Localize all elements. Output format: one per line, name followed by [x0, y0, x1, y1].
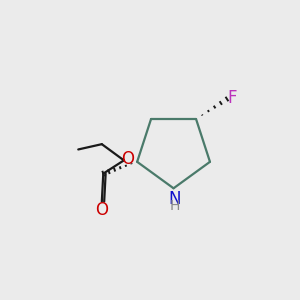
Text: F: F — [227, 88, 237, 106]
Text: H: H — [170, 199, 180, 213]
Text: O: O — [121, 151, 134, 169]
Text: O: O — [95, 201, 108, 219]
Text: N: N — [169, 190, 181, 208]
